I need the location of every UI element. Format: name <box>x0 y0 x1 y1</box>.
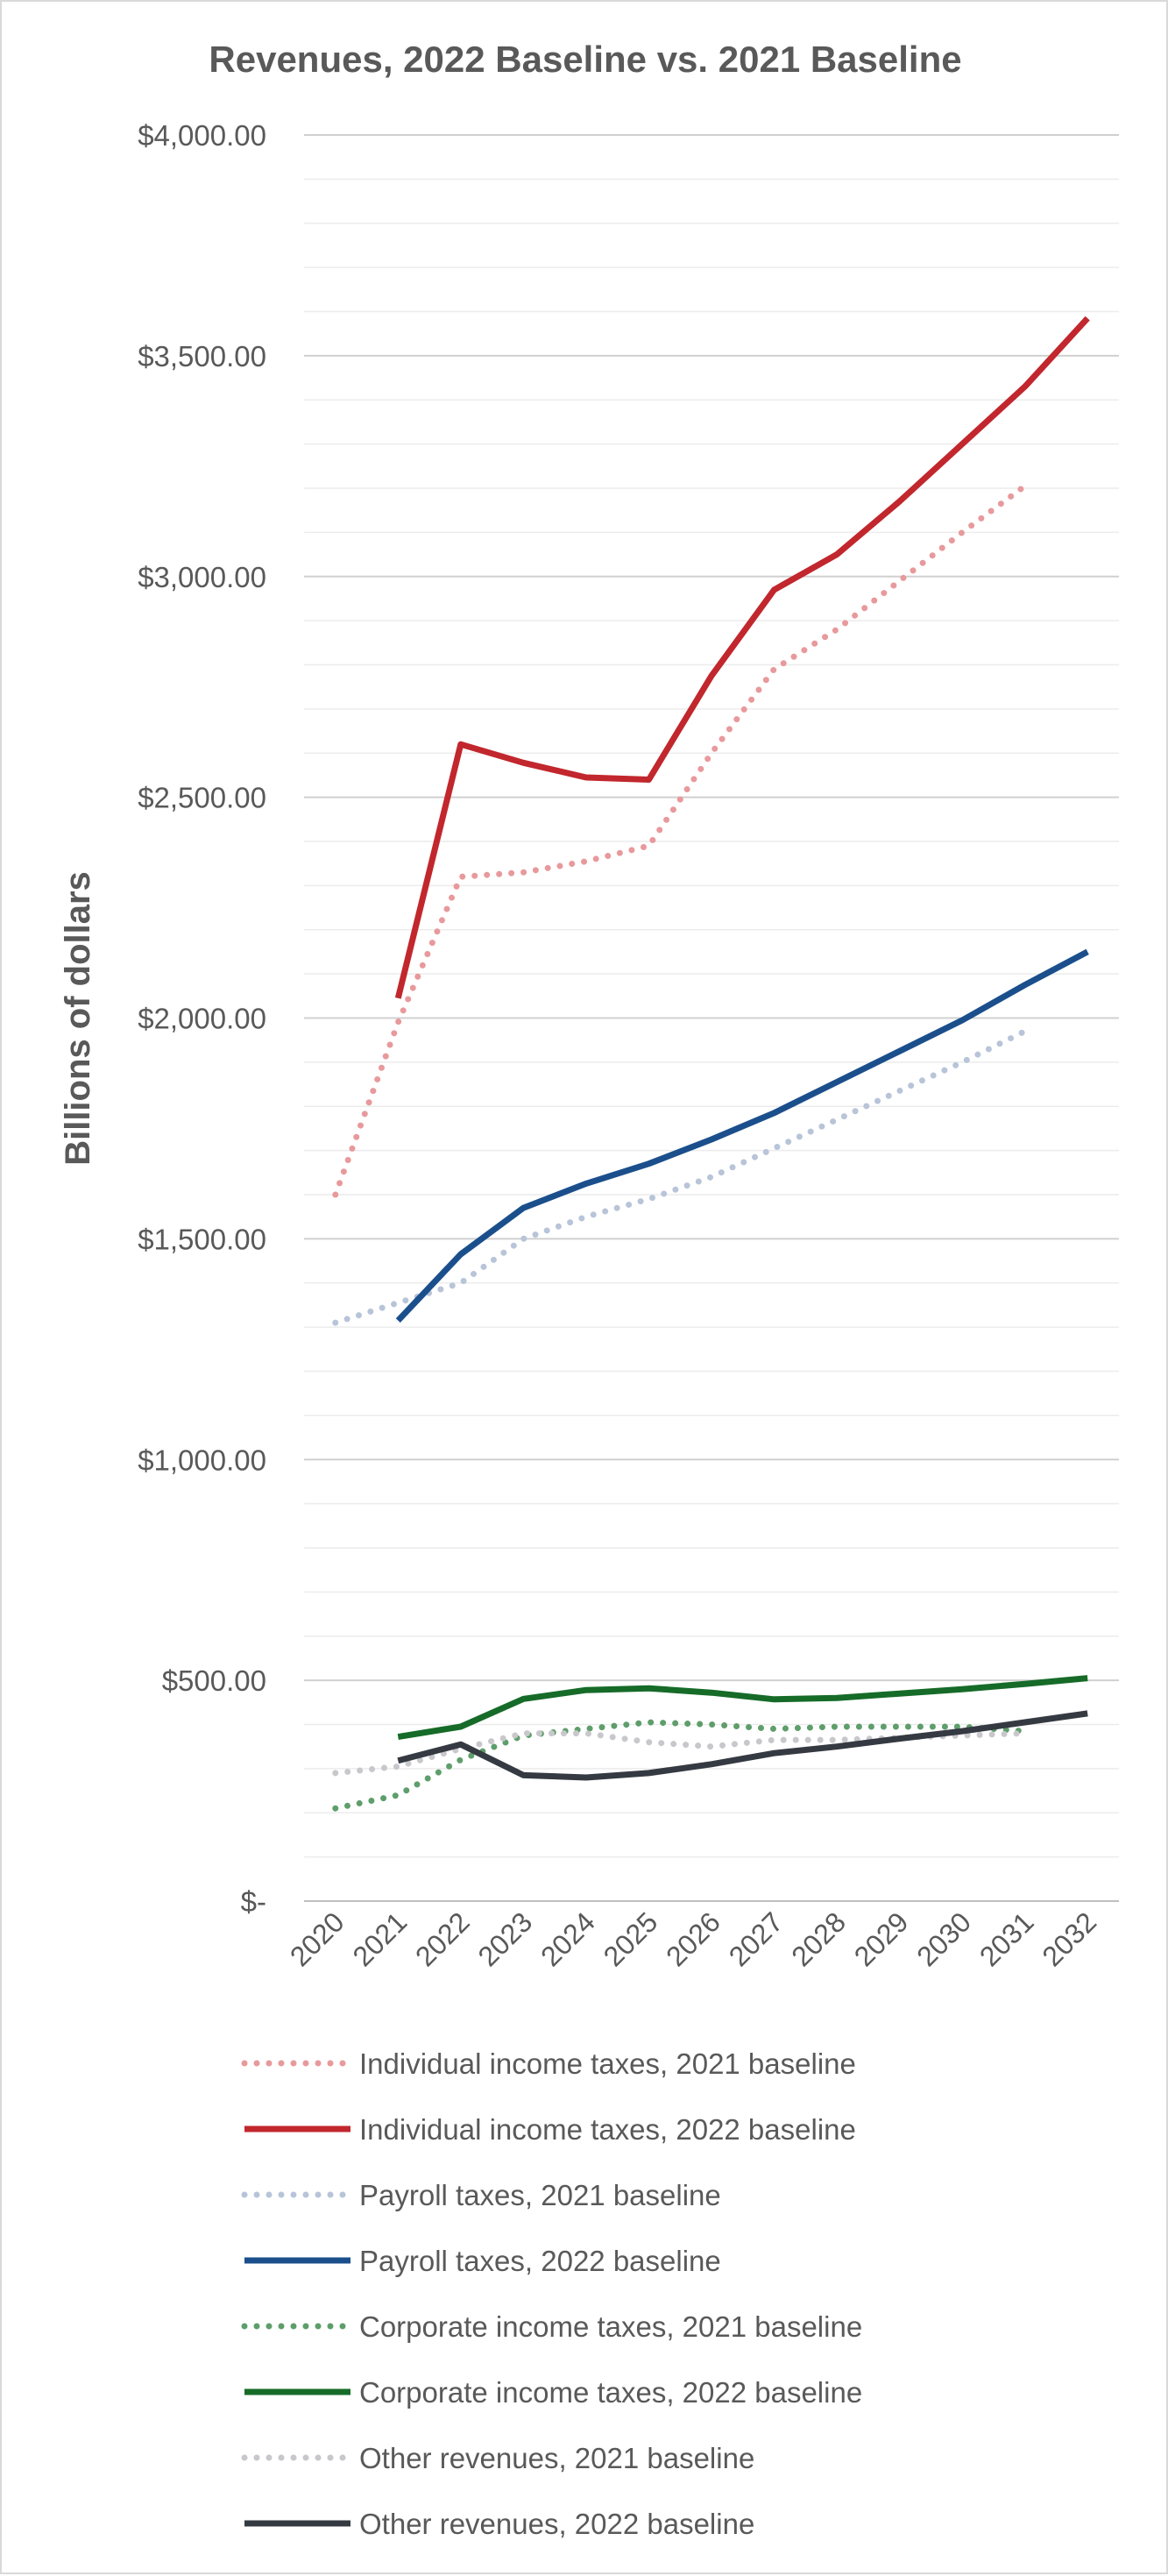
legend-label: Individual income taxes, 2022 baseline <box>359 2113 856 2146</box>
y-tick-label: $3,500.00 <box>138 340 266 373</box>
legend-label: Individual income taxes, 2021 baseline <box>359 2047 856 2080</box>
legend-label: Other revenues, 2022 baseline <box>359 2508 754 2540</box>
legend-label: Payroll taxes, 2021 baseline <box>359 2179 721 2211</box>
series-lines <box>332 316 1090 1812</box>
x-tick-label: 2025 <box>598 1905 664 1972</box>
x-tick-label: 2027 <box>723 1905 789 1972</box>
legend-label: Other revenues, 2021 baseline <box>359 2442 754 2474</box>
y-axis-label: Billions of dollars <box>59 871 97 1166</box>
y-tick-label: $1,500.00 <box>138 1223 266 1255</box>
y-tick-label: $1,000.00 <box>138 1444 266 1476</box>
series-line-3 <box>332 1028 1029 1326</box>
x-tick-label: 2029 <box>848 1905 915 1972</box>
chart-title: Revenues, 2022 Baseline vs. 2021 Baselin… <box>209 39 961 80</box>
x-tick-label: 2021 <box>346 1905 413 1972</box>
y-axis-ticks: $- $500.00 $1,000.00 $1,500.00 $2,000.00 $2,5… <box>138 119 266 1918</box>
series-line-5 <box>332 1719 1029 1812</box>
y-tick-label: $4,000.00 <box>138 119 266 152</box>
x-tick-label: 2026 <box>660 1905 726 1972</box>
gridlines <box>304 134 1119 1858</box>
series-line-1 <box>332 483 1029 1198</box>
y-tick-label: $3,000.00 <box>138 561 266 593</box>
series-line-2 <box>394 316 1090 999</box>
x-tick-label: 2031 <box>973 1905 1040 1972</box>
series-line-8 <box>397 1710 1088 1781</box>
x-tick-label: 2032 <box>1036 1905 1102 1972</box>
x-tick-label: 2023 <box>472 1905 539 1972</box>
series-line-6 <box>397 1675 1088 1741</box>
y-tick-label: $2,000.00 <box>138 1003 266 1035</box>
x-tick-label: 2024 <box>534 1905 601 1972</box>
x-tick-label: 2020 <box>284 1905 350 1972</box>
y-tick-label: $2,500.00 <box>138 782 266 814</box>
legend-label: Payroll taxes, 2022 baseline <box>359 2245 721 2277</box>
x-tick-label: 2030 <box>910 1905 977 1972</box>
x-tick-label: 2028 <box>785 1905 852 1972</box>
legend: Individual income taxes, 2021 baseline In… <box>241 2047 862 2540</box>
series-line-4 <box>395 948 1089 1323</box>
legend-label: Corporate income taxes, 2022 baseline <box>359 2376 862 2409</box>
y-tick-label: $- <box>241 1885 266 1918</box>
x-axis-ticks: 2020202120222023202420252026202720282029… <box>284 1905 1102 1972</box>
x-tick-label: 2022 <box>409 1905 476 1972</box>
legend-label: Corporate income taxes, 2021 baseline <box>359 2310 862 2343</box>
y-tick-label: $500.00 <box>162 1664 266 1697</box>
